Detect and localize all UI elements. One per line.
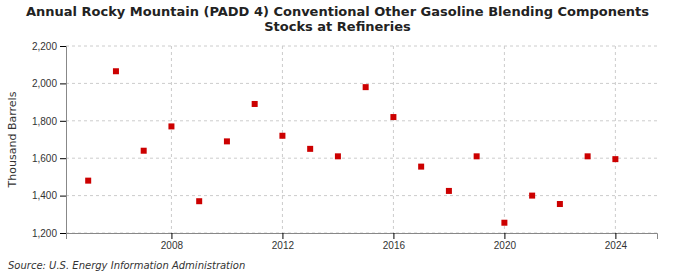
tick-mark [504,233,505,239]
tick-mark [60,121,66,122]
grid-line [66,83,657,84]
tick-mark [282,233,283,239]
point [390,114,396,120]
grid [66,46,657,233]
tick-label: 2008 [161,240,184,251]
grid-line [615,46,616,233]
point [446,188,452,194]
tick-label: 2016 [383,240,406,251]
tick-mark [60,158,66,159]
tick-label: 2024 [605,240,628,251]
axis-line [60,47,67,234]
point [612,156,618,162]
point [501,220,507,226]
axis-line [67,234,658,240]
grid-line [171,46,172,233]
grid-line [66,46,657,47]
point [168,123,174,129]
points [85,68,618,225]
tick: 2,000 [32,78,66,89]
tick-label: 2,200 [32,41,57,52]
tick-label: 1,800 [32,116,57,127]
point [224,138,230,144]
grid-line [66,195,657,196]
point [141,148,147,154]
point [585,153,591,159]
tick-mark [60,46,66,47]
tick-label: 1,200 [32,228,57,239]
tick-label: 2,000 [32,78,57,89]
tick: 2024 [605,233,628,251]
grid-line [66,120,657,121]
tick-label: 2012 [272,240,295,251]
grid-line [504,46,505,233]
grid-line [282,46,283,233]
tick-mark [60,83,66,84]
tick: 2020 [494,233,517,251]
point [529,193,535,199]
tick: 1,200 [32,228,66,239]
tick: 2012 [272,233,295,251]
tick-label: 1,400 [32,190,57,201]
tick-mark [615,233,616,239]
point [113,68,119,74]
tick-label: 1,600 [32,153,57,164]
point [307,146,313,152]
x-axis: 2008 2012 2016 2020 2024 [67,233,658,251]
tick: 2,200 [32,41,66,52]
tick: 2008 [161,233,184,251]
tick: 1,800 [32,116,66,127]
point [85,178,91,184]
y-axis: 1,200 1,400 1,600 1,800 2,000 2,200 [32,41,67,239]
chart: 2008 2012 2016 2020 2024 1,200 1,400 1,600 1,800… [0,0,675,275]
grid-line [393,46,394,233]
tick-label: 2020 [494,240,517,251]
point [474,153,480,159]
point [279,133,285,139]
tick-mark [60,233,66,234]
point [196,198,202,204]
point [335,153,341,159]
point [418,164,424,170]
annotation: Source: U.S. Energy Information Administ… [8,260,245,271]
grid-line [66,158,657,159]
point [252,101,258,107]
tick: 2016 [383,233,406,251]
title: Annual Rocky Mountain (PADD 4) Conventio… [26,4,649,34]
tick-mark [171,233,172,239]
tick: 1,400 [32,190,66,201]
tick-mark [393,233,394,239]
tick-mark [60,196,66,197]
point [363,84,369,90]
plot: 2008 2012 2016 2020 2024 1,200 1,400 1,600 1,800… [32,41,658,251]
y-axis-title: Thousand Barrels [6,91,19,188]
tick: 1,600 [32,153,66,164]
point [557,201,563,207]
